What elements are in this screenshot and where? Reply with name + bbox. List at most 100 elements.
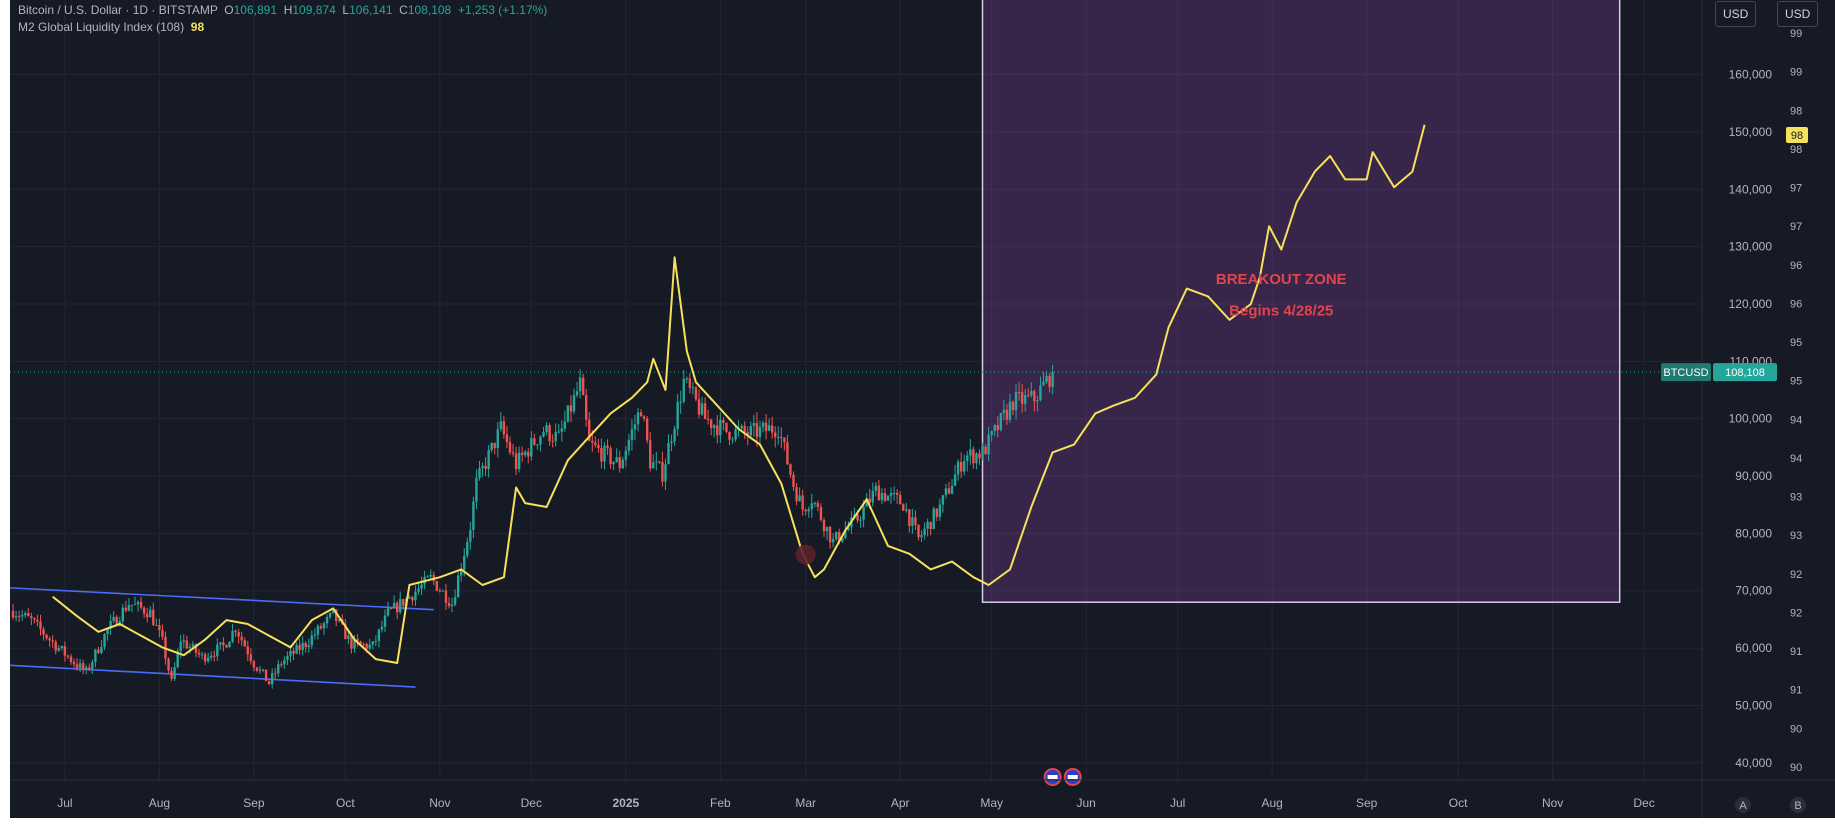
event-marker [795,544,816,565]
candle [639,412,643,417]
candle [1045,376,1048,382]
candle [240,636,243,641]
candle [758,426,762,437]
candle [51,640,54,642]
candle [569,405,573,412]
candle [798,495,801,502]
candle [97,649,100,654]
candle [895,492,899,495]
candle [959,461,963,472]
candle [362,643,365,645]
candle [591,440,594,443]
candle [100,647,103,654]
m2-tick-label: 93 [1790,530,1802,542]
candle [941,495,945,505]
chart-area[interactable]: BREAKOUT ZONE Begins 4/28/25 40,000 50,000 6… [10,0,1835,818]
candle [993,425,996,432]
m2-tick-label: 92 [1790,607,1802,619]
candle [1039,385,1042,401]
candle [557,431,560,433]
high-label: H [283,3,293,17]
candle [182,640,185,642]
candle [575,391,579,396]
candle [499,421,503,430]
candle [1033,391,1036,402]
candle [170,670,173,679]
candle [520,452,524,456]
time-tick-label: Mar [795,796,816,810]
candle [810,503,813,510]
indicator-title: M2 Global Liquidity Index (108) [18,20,185,34]
candle [554,432,557,442]
indicator-legend[interactable]: M2 Global Liquidity Index (108) 98 [18,20,204,34]
footer-mode-a-label: A [1739,800,1747,812]
candle [60,646,64,648]
currency-button-left[interactable]: USD [1715,1,1757,27]
candle [365,644,368,649]
candle [274,673,277,675]
candle [642,416,646,419]
price-tick-label: 90,000 [1735,469,1772,483]
candle [456,575,460,598]
footer-mode-a-button[interactable] [1735,797,1751,813]
candle [1027,395,1030,397]
candle [966,455,969,462]
candle [353,638,356,649]
price-badge-bg [1713,363,1777,382]
close-label: C [399,3,408,17]
candle [72,662,76,665]
candle [88,667,91,669]
price-tick-label: 70,000 [1735,584,1772,598]
candle [301,642,304,651]
symbol-badge-text: BTCUSD [1663,367,1708,379]
candle [963,461,966,472]
candle [694,387,698,400]
candle [66,655,70,657]
candle [783,437,786,443]
candle [862,506,865,520]
m2-tick-label: 91 [1790,646,1802,658]
m2-tick-label: 95 [1790,376,1802,388]
candle [54,641,57,651]
time-tick-label: Feb [710,796,731,810]
candle [490,442,493,451]
candle [548,425,551,441]
candle [313,634,317,636]
candle [627,439,631,451]
candle [1051,372,1054,387]
candle [338,619,341,622]
candle [856,514,859,521]
candle [581,377,585,396]
high-value: 109,874 [292,3,336,17]
chart-svg[interactable]: BREAKOUT ZONE Begins 4/28/25 40,000 50,000 6… [10,0,1835,818]
currency-button-right[interactable]: USD [1777,1,1819,27]
candle [246,646,249,655]
candle [975,453,978,464]
time-tick-label: Sep [243,796,265,810]
change-value: +1,253 (+1.17%) [457,3,548,17]
candle [429,574,432,577]
candle [460,569,463,576]
candle [188,647,192,649]
candle [917,524,920,538]
candle [828,526,832,543]
candle [972,449,975,464]
candle [417,588,420,592]
candle [886,495,890,501]
channel-line [10,664,416,688]
candle [142,607,146,614]
candle [533,438,536,445]
candle [124,607,128,611]
candle [938,504,942,517]
time-tick-label: May [980,796,1003,810]
candle [834,532,838,540]
footer-mode-b-button[interactable] [1790,797,1806,813]
candle [225,645,228,648]
candle [746,432,749,436]
candle [27,613,30,617]
time-tick-label: Sep [1356,796,1378,810]
candle [929,521,932,530]
candle [761,422,765,427]
channel-line [10,587,434,611]
candle [322,623,326,629]
